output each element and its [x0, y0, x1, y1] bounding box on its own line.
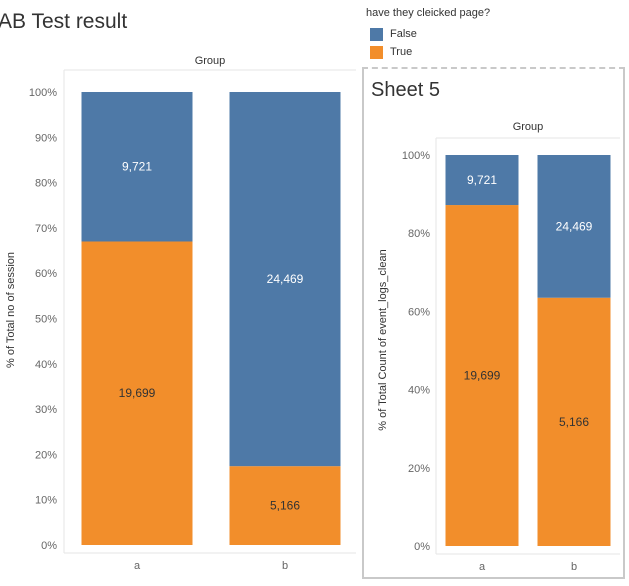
bar-label-a-false: 9,721	[122, 160, 152, 174]
y-tick-label: 100%	[402, 150, 430, 162]
x-category-b: b	[571, 561, 577, 573]
y-tick-label: 20%	[35, 449, 57, 461]
x-category-a: a	[479, 561, 486, 573]
x-axis-header: Group	[195, 55, 226, 67]
bar-label-a-false: 9,721	[467, 173, 497, 187]
y-tick-label: 70%	[35, 223, 57, 235]
legend-label-true: True	[390, 46, 413, 58]
bar-label-a-true: 19,699	[464, 369, 501, 383]
legend-item-true[interactable]: True	[366, 43, 490, 61]
x-category-b: b	[282, 560, 288, 572]
y-tick-label: 40%	[408, 385, 430, 397]
y-tick-label: 0%	[414, 541, 430, 553]
y-tick-label: 100%	[29, 87, 57, 99]
bar-label-b-true: 5,166	[270, 499, 300, 513]
legend-swatch-false	[370, 27, 383, 41]
sheet5-title: Sheet 5	[371, 79, 440, 101]
bar-label-b-false: 24,469	[556, 219, 593, 233]
bar-label-b-false: 24,469	[267, 272, 304, 286]
y-tick-label: 90%	[35, 132, 57, 144]
legend-label-false: False	[390, 28, 417, 40]
y-axis-label: % of Total Count of event_logs_clean	[377, 249, 389, 430]
y-tick-label: 50%	[35, 314, 57, 326]
bar-b-false	[229, 92, 341, 467]
bar-a-false	[445, 155, 519, 206]
bar-a-true	[445, 205, 519, 546]
legend-swatch-true	[370, 45, 383, 59]
bar-b-false	[537, 155, 611, 298]
bar-b-true	[229, 466, 341, 545]
legend-title: have they cleicked page?	[366, 7, 491, 19]
x-axis-header: Group	[513, 121, 544, 133]
sheet5-frame	[362, 67, 625, 579]
y-tick-label: 60%	[35, 268, 57, 280]
x-category-a: a	[134, 560, 141, 572]
y-tick-label: 0%	[41, 540, 57, 552]
y-tick-label: 20%	[408, 463, 430, 475]
page-title: AB Test result	[0, 10, 128, 33]
y-tick-label: 30%	[35, 404, 57, 416]
bar-b-true	[537, 297, 611, 546]
legend: have they cleicked page? False True	[366, 7, 490, 61]
y-tick-label: 80%	[408, 228, 430, 240]
bar-a-false	[81, 92, 193, 242]
y-tick-label: 10%	[35, 495, 57, 507]
y-tick-label: 40%	[35, 359, 57, 371]
y-tick-label: 60%	[408, 306, 430, 318]
y-axis-label: % of Total no of session	[5, 252, 17, 368]
bar-a-true	[81, 241, 193, 546]
y-tick-label: 80%	[35, 178, 57, 190]
bar-label-a-true: 19,699	[119, 386, 156, 400]
bar-label-b-true: 5,166	[559, 415, 589, 429]
legend-item-false[interactable]: False	[366, 25, 490, 43]
